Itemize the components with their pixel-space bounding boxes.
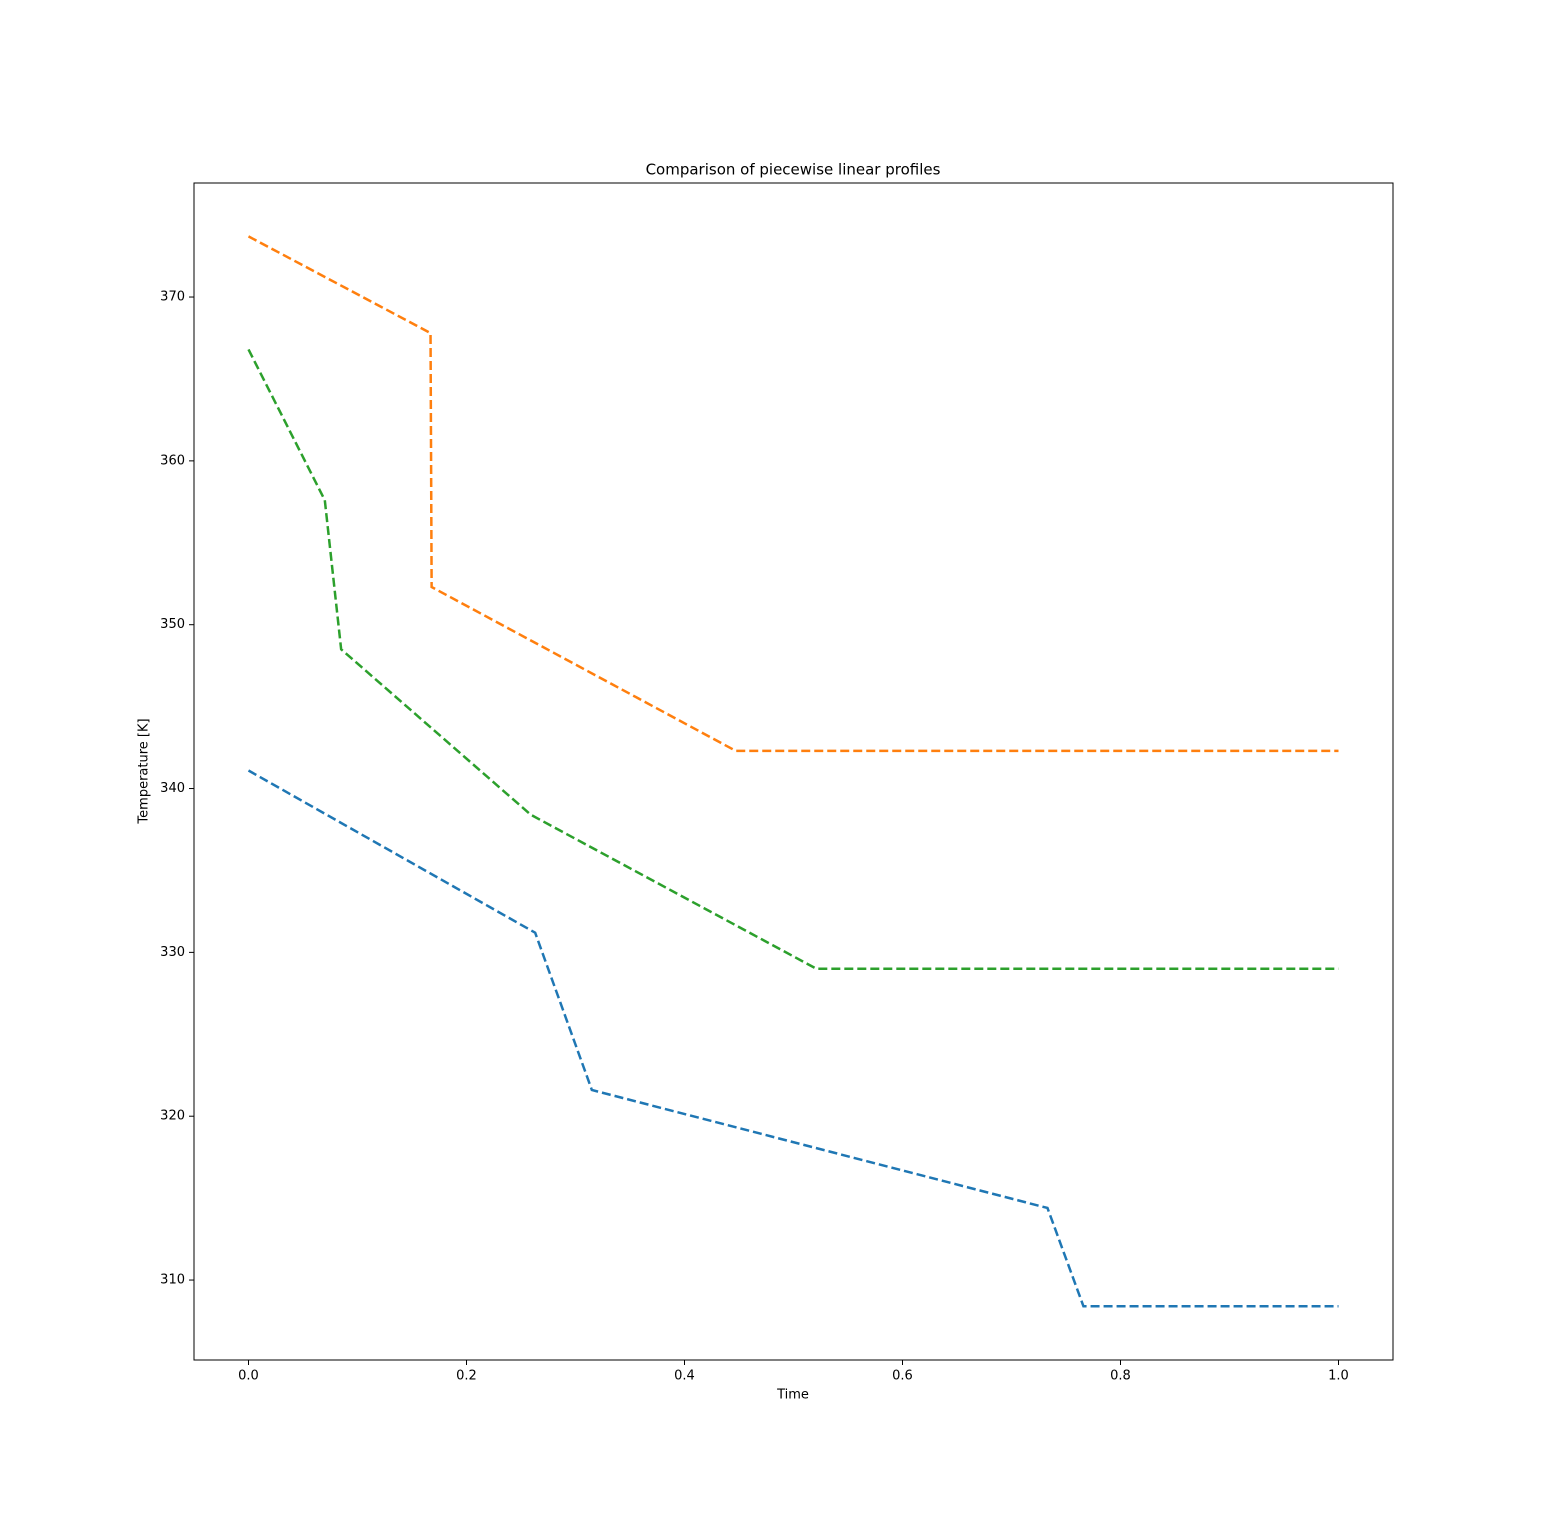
line-series — [247, 769, 1339, 1308]
line-series — [247, 348, 1339, 971]
x-tick-label: 0.0 — [238, 1369, 259, 1384]
y-tick-label: 330 — [160, 945, 185, 960]
y-tick-label: 310 — [160, 1273, 185, 1288]
y-tick-label: 320 — [160, 1109, 185, 1124]
plot-frame — [193, 182, 1394, 1361]
y-tick-label: 360 — [160, 453, 185, 468]
x-tick-label: 0.6 — [892, 1369, 913, 1384]
x-tick-label: 0.8 — [1110, 1369, 1131, 1384]
x-tick-label: 0.4 — [674, 1369, 695, 1384]
x-tick-label: 0.2 — [456, 1369, 477, 1384]
y-tick-label: 370 — [160, 290, 185, 305]
x-tick-label: 1.0 — [1328, 1369, 1349, 1384]
y-tick-label: 340 — [160, 781, 185, 796]
y-axis-label: Temperature [K] — [137, 718, 152, 824]
line-series — [247, 235, 1339, 753]
y-tick-label: 350 — [160, 617, 185, 632]
x-axis-label: Time — [776, 1388, 809, 1403]
chart-title: Comparison of piecewise linear profiles — [646, 161, 941, 179]
